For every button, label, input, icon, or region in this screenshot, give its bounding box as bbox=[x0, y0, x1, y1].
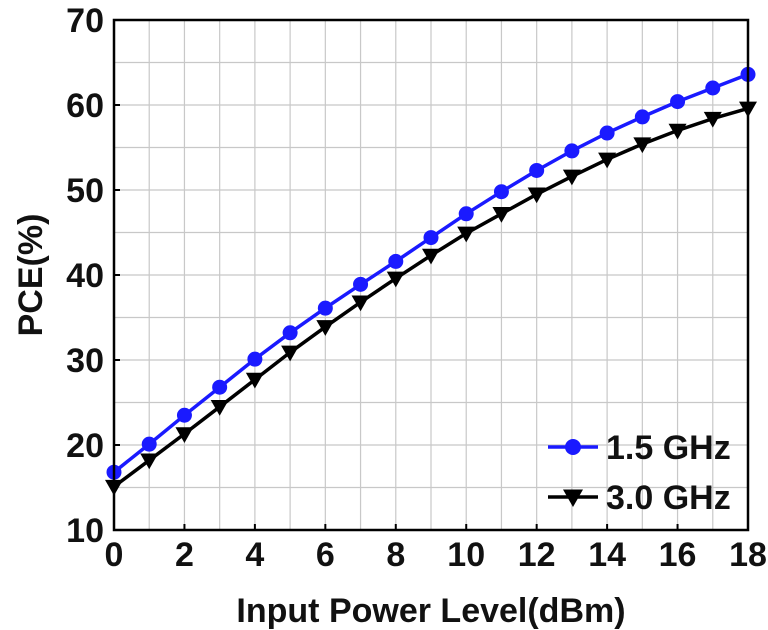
data-point-2 bbox=[386, 271, 405, 288]
y-tick-label: 40 bbox=[66, 257, 104, 295]
data-point-1 bbox=[247, 351, 263, 367]
data-point-2 bbox=[175, 427, 194, 443]
y-tick-label: 20 bbox=[66, 427, 104, 465]
grid-layer bbox=[114, 20, 748, 530]
data-point-2 bbox=[316, 320, 335, 336]
data-point-1 bbox=[599, 125, 615, 141]
legend-marker-1 bbox=[565, 439, 581, 455]
data-point-2 bbox=[668, 123, 687, 140]
data-point-1 bbox=[705, 80, 721, 96]
data-point-2 bbox=[562, 169, 581, 186]
series-layer bbox=[105, 66, 757, 496]
data-point-2 bbox=[210, 400, 229, 416]
data-point-1 bbox=[176, 407, 192, 423]
x-tick-label: 16 bbox=[659, 536, 697, 574]
x-tick-label: 14 bbox=[588, 536, 626, 574]
legend-label-1: 1.5 GHz bbox=[606, 429, 731, 467]
legend: 1.5 GHz 3.0 GHz bbox=[548, 429, 731, 517]
y-tick-label: 70 bbox=[66, 2, 104, 40]
y-tick-label: 60 bbox=[66, 87, 104, 125]
y-tick-label: 10 bbox=[66, 512, 104, 550]
data-point-2 bbox=[457, 226, 476, 243]
x-tick-label: 18 bbox=[729, 536, 767, 574]
legend-label-2: 3.0 GHz bbox=[606, 479, 731, 517]
y-tick-label: 50 bbox=[66, 172, 104, 210]
x-tick-label: 8 bbox=[386, 536, 405, 574]
data-point-1 bbox=[670, 94, 686, 110]
data-point-1 bbox=[634, 109, 650, 125]
x-axis-title: Input Power Level(dBm) bbox=[236, 592, 625, 630]
data-point-1 bbox=[317, 300, 333, 316]
x-tick-label: 2 bbox=[175, 536, 194, 574]
data-point-1 bbox=[353, 276, 369, 292]
data-point-2 bbox=[422, 248, 440, 265]
data-point-1 bbox=[141, 436, 157, 452]
data-point-2 bbox=[140, 453, 159, 470]
data-point-1 bbox=[388, 253, 404, 269]
data-point-2 bbox=[703, 111, 722, 128]
x-tick-label: 12 bbox=[518, 536, 556, 574]
data-point-2 bbox=[281, 345, 300, 362]
data-point-2 bbox=[598, 152, 617, 169]
y-axis-title: PCE(%) bbox=[12, 214, 50, 337]
x-tick-label: 6 bbox=[316, 536, 335, 574]
data-point-1 bbox=[458, 206, 474, 222]
frame-layer bbox=[112, 18, 750, 532]
x-tick-label: 10 bbox=[447, 536, 485, 574]
data-point-1 bbox=[529, 162, 545, 178]
data-point-1 bbox=[564, 143, 580, 159]
data-point-1 bbox=[282, 325, 298, 341]
tick-label-layer: 0 2 4 6 8 10 12 14 16 18 10 20 30 40 50 60 70 bbox=[66, 2, 767, 574]
data-point-2 bbox=[492, 207, 511, 223]
data-point-2 bbox=[527, 187, 546, 204]
data-point-2 bbox=[633, 137, 652, 154]
data-point-1 bbox=[423, 230, 439, 246]
x-tick-label: 0 bbox=[105, 536, 124, 574]
legend-marker-2 bbox=[563, 489, 583, 507]
data-point-2 bbox=[351, 295, 370, 312]
y-tick-label: 30 bbox=[66, 342, 104, 380]
data-point-1 bbox=[493, 184, 509, 200]
data-point-2 bbox=[245, 372, 264, 389]
x-tick-label: 4 bbox=[245, 536, 264, 574]
data-point-1 bbox=[212, 379, 228, 395]
